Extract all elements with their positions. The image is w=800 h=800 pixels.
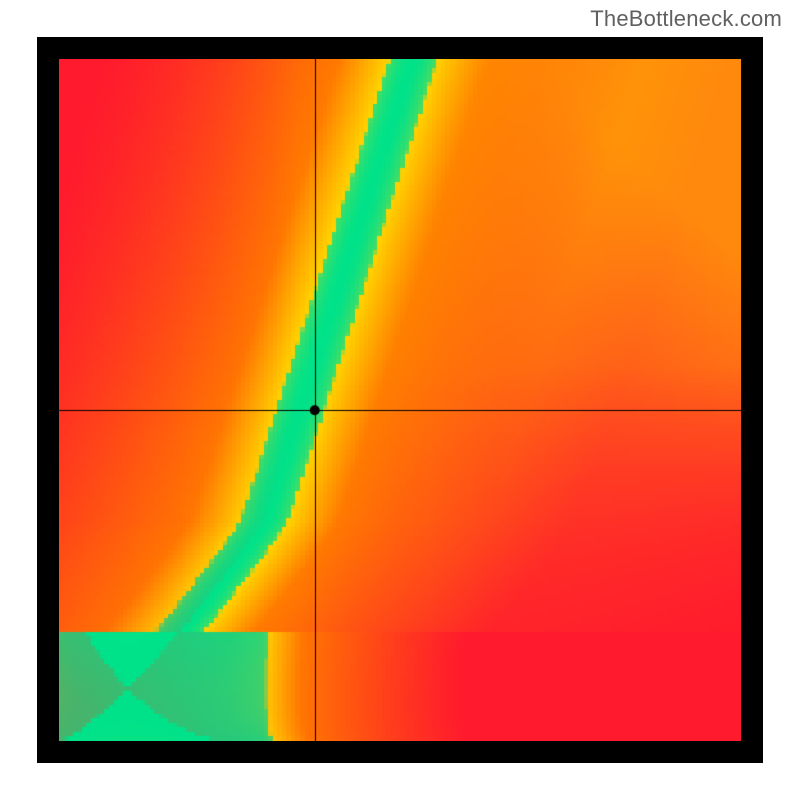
chart-frame bbox=[37, 37, 763, 763]
watermark-text: TheBottleneck.com bbox=[590, 6, 782, 32]
heatmap-canvas bbox=[59, 59, 741, 741]
chart-container: TheBottleneck.com bbox=[0, 0, 800, 800]
